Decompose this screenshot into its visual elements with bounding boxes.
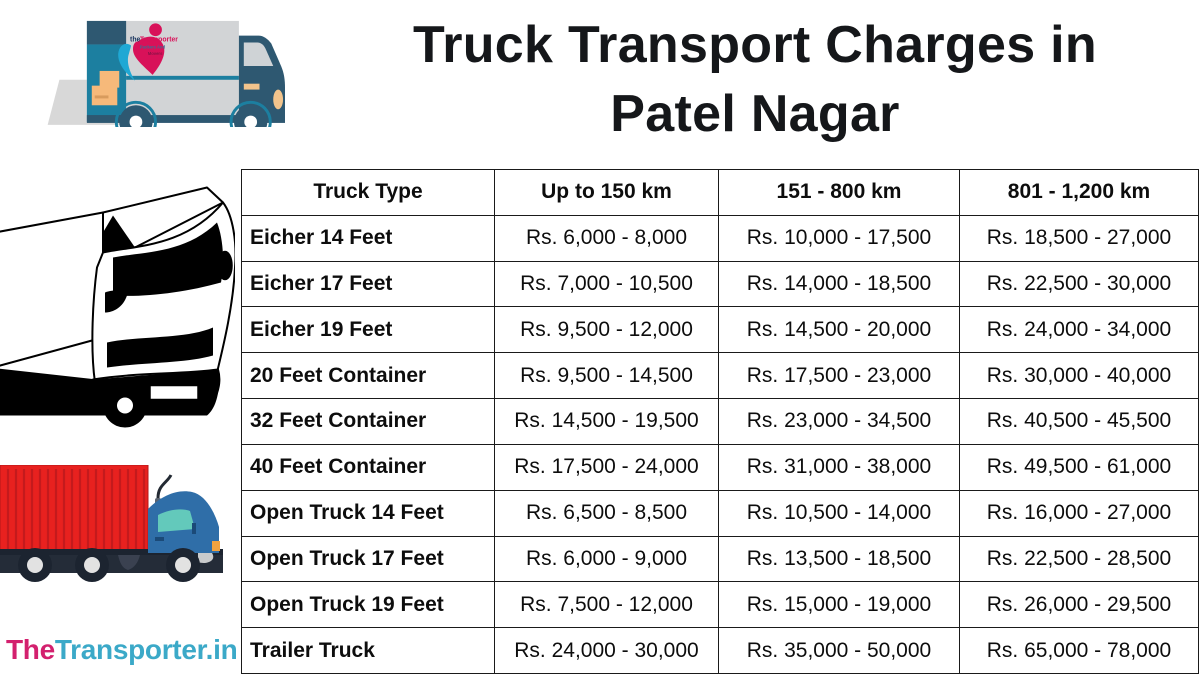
svg-text:Movers: Movers bbox=[148, 51, 163, 56]
svg-text:Transporter: Transporter bbox=[140, 37, 178, 44]
svg-text:Packers And: Packers And bbox=[140, 44, 166, 49]
